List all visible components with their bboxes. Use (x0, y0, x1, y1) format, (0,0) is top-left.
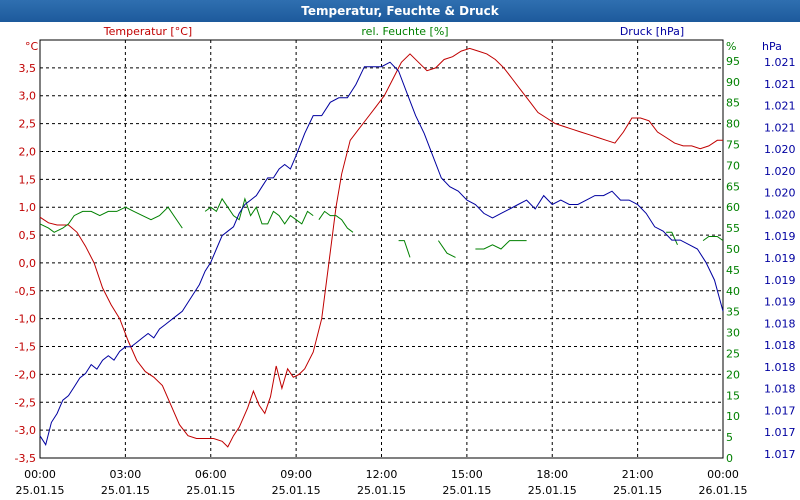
time-tick-label: 09:00 (280, 468, 312, 481)
temperature-tick-label: -1,0 (15, 313, 36, 326)
series-layer (39, 47, 724, 448)
date-tick-label: 25.01.15 (528, 484, 577, 497)
humidity-tick-label: 95 (726, 55, 740, 68)
humidity-tick-label: 50 (726, 243, 740, 256)
date-tick-label: 25.01.15 (101, 484, 150, 497)
humidity-line-segment (702, 236, 724, 242)
temperature-tick-label: 0,0 (19, 257, 37, 270)
pressure-tick-label: 1.021 (764, 56, 796, 69)
pressure-tick-label: 1.017 (764, 448, 796, 461)
date-tick-label: 25.01.15 (272, 484, 321, 497)
humidity-line-segment (475, 240, 527, 250)
pressure-axis-label: Druck [hPa] (620, 25, 684, 38)
temperature-tick-label: 2,5 (19, 118, 37, 131)
humidity-tick-label: 80 (726, 118, 740, 131)
humidity-tick-label: 75 (726, 139, 740, 152)
humidity-line-segment (666, 231, 678, 246)
window-title: Temperatur, Feuchte & Druck (301, 4, 499, 18)
humidity-line-segment (437, 240, 456, 258)
humidity-tick-label: 85 (726, 97, 740, 110)
humidity-tick-label: 65 (726, 180, 740, 193)
pressure-tick-label: 1.017 (764, 404, 796, 417)
temperature-tick-label: -0,5 (15, 285, 36, 298)
humidity-line-segment (398, 240, 411, 258)
grid (39, 39, 724, 459)
humidity-tick-label: 15 (726, 389, 740, 402)
humidity-tick-label: 70 (726, 159, 740, 172)
humidity-tick-label: 25 (726, 348, 740, 361)
humidity-tick-label: 20 (726, 368, 740, 381)
date-tick-label: 25.01.15 (442, 484, 491, 497)
pressure-tick-label: 1.021 (764, 78, 796, 91)
pressure-tick-label: 1.019 (764, 296, 796, 309)
pressure-tick-label: 1.017 (764, 426, 796, 439)
temperature-unit: °C (25, 40, 39, 53)
pressure-tick-labels: 1.017 1.017 1.017 1.018 1.018 1.018 1.018 1.019… (764, 56, 796, 461)
time-tick-label: 12:00 (366, 468, 398, 481)
time-tick-label: 06:00 (195, 468, 227, 481)
date-tick-label: 25.01.15 (16, 484, 65, 497)
date-tick-label: 25.01.15 (613, 484, 662, 497)
humidity-unit: % (726, 40, 736, 53)
pressure-tick-label: 1.018 (764, 383, 796, 396)
pressure-line (39, 61, 724, 446)
date-tick-label: 25.01.15 (186, 484, 235, 497)
pressure-unit: hPa (762, 40, 782, 53)
pressure-tick-label: 1.020 (764, 187, 796, 200)
humidity-tick-labels: 0 5 10 15 20 25 30 35 40 45 50 55 60 65 70 75 80 85 90 95 (726, 55, 740, 465)
temperature-tick-label: 3,5 (19, 62, 37, 75)
temperature-tick-label: -2,0 (15, 368, 36, 381)
pressure-tick-label: 1.019 (764, 230, 796, 243)
humidity-tick-label: 10 (726, 410, 740, 423)
time-tick-labels: 00:00 25.01.15 03:00 25.01.15 06:00 25.01.15 0… (16, 468, 748, 497)
date-tick-label: 25.01.15 (357, 484, 406, 497)
title-bar (0, 0, 800, 22)
humidity-tick-label: 55 (726, 222, 740, 235)
time-tick-label: 18:00 (536, 468, 568, 481)
temperature-tick-label: -2,5 (15, 396, 36, 409)
date-tick-label: 26.01.15 (699, 484, 748, 497)
humidity-tick-label: 90 (726, 76, 740, 89)
pressure-tick-label: 1.019 (764, 274, 796, 287)
pressure-tick-label: 1.021 (764, 100, 796, 113)
humidity-tick-label: 0 (726, 452, 733, 465)
humidity-line-segment (204, 197, 314, 225)
temperature-tick-label: -1,5 (15, 341, 36, 354)
pressure-tick-label: 1.020 (764, 208, 796, 221)
humidity-tick-label: 60 (726, 201, 740, 214)
temperature-tick-label: -3,0 (15, 424, 36, 437)
pressure-tick-label: 1.019 (764, 252, 796, 265)
temperature-tick-labels: -3,5 -3,0 -2,5 -2,0 -1,5 -1,0 -0,5 0,0 0,5 1,0 1,5… (15, 62, 36, 465)
humidity-tick-label: 40 (726, 285, 740, 298)
pressure-tick-label: 1.018 (764, 361, 796, 374)
humidity-line-segment (39, 206, 183, 233)
temperature-tick-label: 1,5 (19, 173, 37, 186)
pressure-tick-label: 1.018 (764, 317, 796, 330)
time-tick-label: 03:00 (110, 468, 142, 481)
humidity-tick-label: 30 (726, 327, 740, 340)
temperature-axis-label: Temperatur [°C] (103, 25, 192, 38)
time-tick-label: 21:00 (622, 468, 654, 481)
humidity-line-segment (318, 210, 354, 233)
time-tick-label: 00:00 (707, 468, 739, 481)
temperature-tick-label: 2,0 (19, 145, 37, 158)
temperature-tick-label: 0,5 (19, 229, 37, 242)
humidity-tick-label: 5 (726, 431, 733, 444)
temperature-tick-label: 1,0 (19, 201, 37, 214)
pressure-tick-label: 1.018 (764, 339, 796, 352)
humidity-tick-label: 45 (726, 264, 740, 277)
time-tick-label: 00:00 (24, 468, 56, 481)
pressure-tick-label: 1.021 (764, 121, 796, 134)
humidity-axis-label: rel. Feuchte [%] (361, 25, 448, 38)
time-tick-label: 15:00 (451, 468, 483, 481)
temperature-tick-label: -3,5 (15, 452, 36, 465)
temperature-line (39, 47, 723, 448)
temperature-tick-label: 3,0 (19, 90, 37, 103)
humidity-tick-label: 35 (726, 306, 740, 319)
pressure-tick-label: 1.020 (764, 165, 796, 178)
pressure-tick-label: 1.020 (764, 143, 796, 156)
